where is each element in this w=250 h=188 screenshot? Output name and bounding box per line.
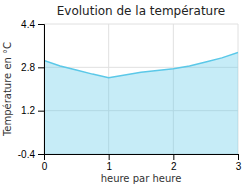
x-tick-label: 0 (42, 161, 48, 172)
grid-line-y (44, 24, 238, 25)
y-tick-mark (38, 111, 44, 112)
y-tick-mark (38, 24, 44, 25)
y-tick: -0.4 (18, 149, 44, 160)
y-tick-label: 4.4 (21, 19, 35, 30)
y-tick-label: 2.8 (21, 62, 35, 73)
y-axis: -0.4 1.2 2.8 4.4 (18, 19, 45, 160)
x-axis-line (45, 155, 239, 161)
x-tick-label: 2 (171, 161, 177, 172)
x-tick: 0 (42, 154, 48, 172)
y-tick: 1.2 (21, 105, 44, 116)
title: Evolution de la température (57, 4, 226, 18)
x-tick: 2 (171, 154, 177, 172)
y-tick: 2.8 (21, 62, 44, 73)
x-tick: 1 (106, 154, 112, 172)
x-tick-mark (109, 154, 110, 160)
y-axis-title: Température en °C (2, 42, 13, 137)
x-tick-mark (238, 154, 239, 160)
area (44, 52, 238, 154)
plot: 0 1 2 3 -0.4 1.2 2.8 4.4 (18, 19, 242, 172)
y-axis-line (38, 25, 45, 155)
x-tick-mark (173, 154, 174, 160)
y-tick-label: 1.2 (21, 105, 35, 116)
x-tick: 3 (236, 154, 242, 172)
x-tick-label: 3 (236, 161, 242, 172)
chart-svg: 0 1 2 3 -0.4 1.2 2.8 4.4 Evolution de la tempéra… (0, 0, 250, 188)
grid (44, 24, 238, 154)
x-axis-title: heure par heure (101, 173, 182, 184)
y-tick-mark (38, 67, 44, 68)
line (44, 52, 238, 77)
x-axis: 0 1 2 3 (42, 154, 242, 172)
y-tick-label: -0.4 (18, 149, 36, 160)
y-tick-mark (38, 154, 44, 155)
x-tick-label: 1 (106, 161, 112, 172)
y-tick: 4.4 (21, 19, 44, 30)
marks (44, 52, 238, 154)
